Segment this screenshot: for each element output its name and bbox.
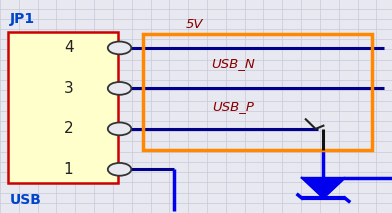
Circle shape	[108, 42, 131, 54]
Text: 3: 3	[64, 81, 73, 96]
Text: USB: USB	[10, 193, 42, 207]
Bar	[143, 34, 372, 150]
Text: JP1: JP1	[10, 12, 35, 26]
Text: 5V: 5V	[185, 18, 203, 31]
Polygon shape	[302, 178, 345, 198]
Text: 1: 1	[64, 162, 73, 177]
Circle shape	[108, 82, 131, 95]
Text: USB_P: USB_P	[212, 100, 254, 113]
Text: USB_N: USB_N	[211, 57, 255, 71]
Text: 4: 4	[64, 40, 73, 55]
Circle shape	[108, 122, 131, 135]
Circle shape	[108, 163, 131, 176]
Text: 2: 2	[64, 121, 73, 136]
Bar	[8, 32, 118, 183]
